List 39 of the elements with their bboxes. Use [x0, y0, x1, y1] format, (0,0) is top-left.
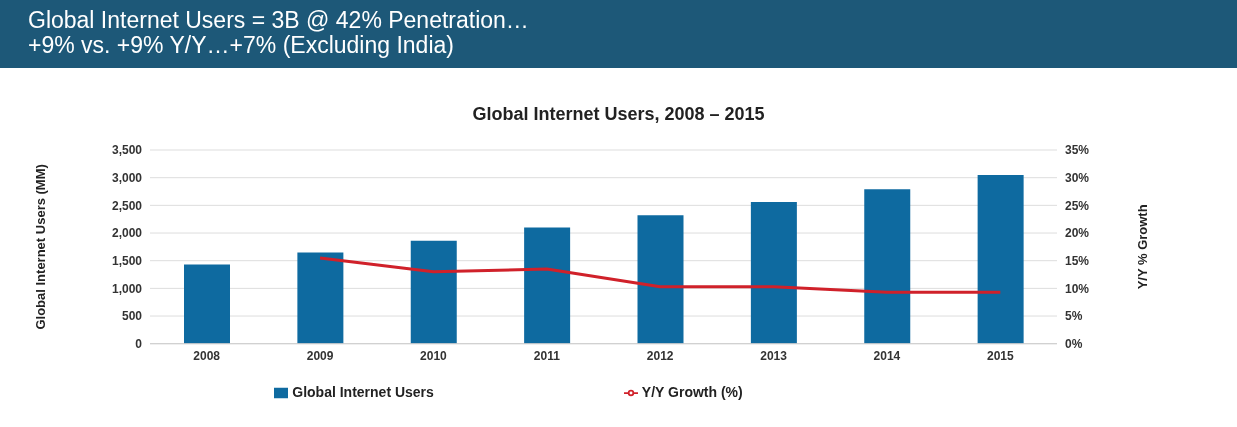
x-tick-label: 2008: [193, 349, 221, 364]
y2-tick-label: 25%: [1065, 198, 1090, 213]
y-tick-label: 1,500: [111, 253, 143, 268]
bar: [977, 174, 1024, 344]
y2-tick-label: 35%: [1065, 143, 1090, 158]
x-tick-label: 2011: [533, 349, 561, 364]
x-tick-label: 2014: [873, 349, 901, 364]
x-tick-label: 2012: [646, 349, 674, 364]
bar: [184, 264, 230, 344]
bar: [524, 227, 571, 344]
y2-tick-label: 5%: [1065, 309, 1083, 324]
y2-tick-label: 10%: [1065, 281, 1090, 296]
x-tick-label: 2010: [420, 349, 448, 364]
x-tick-label: 2009: [306, 349, 334, 364]
x-tick-label: 2015: [986, 349, 1014, 364]
y2-tick-label: 20%: [1065, 226, 1090, 241]
y2-tick-label: 30%: [1065, 170, 1090, 185]
y-tick-label: 3,000: [111, 170, 143, 185]
bar: [637, 215, 684, 344]
bar: [864, 189, 911, 344]
legend-label: Global Internet Users: [292, 383, 434, 400]
y-tick-label: 3,500: [111, 143, 143, 158]
bar: [297, 252, 344, 344]
y-tick-label: 500: [121, 309, 143, 324]
y-axis-title: Global Internet Users (MM): [32, 164, 48, 330]
chart-subtitle: Global Internet Users, 2008 – 2015: [471, 104, 766, 125]
y-tick-label: 0: [135, 336, 143, 351]
y-tick-label: 2,500: [111, 198, 143, 213]
y-tick-label: 1,000: [111, 281, 143, 296]
line-series: [318, 256, 1002, 294]
bar: [750, 202, 797, 344]
y-tick-label: 2,000: [111, 226, 143, 241]
y2-tick-label: 0%: [1065, 336, 1083, 351]
legend-label: Y/Y Growth (%): [641, 383, 743, 400]
y2-tick-label: 15%: [1065, 253, 1090, 268]
x-tick-label: 2013: [760, 349, 788, 364]
chart-title: Global Internet Users = 3B @ 42% Penetration… +9% vs. +9% Y/Y…+7% (Excluding India): [28, 7, 530, 58]
bar: [410, 240, 457, 344]
y2-axis-title: Y/Y % Growth: [1134, 204, 1150, 290]
